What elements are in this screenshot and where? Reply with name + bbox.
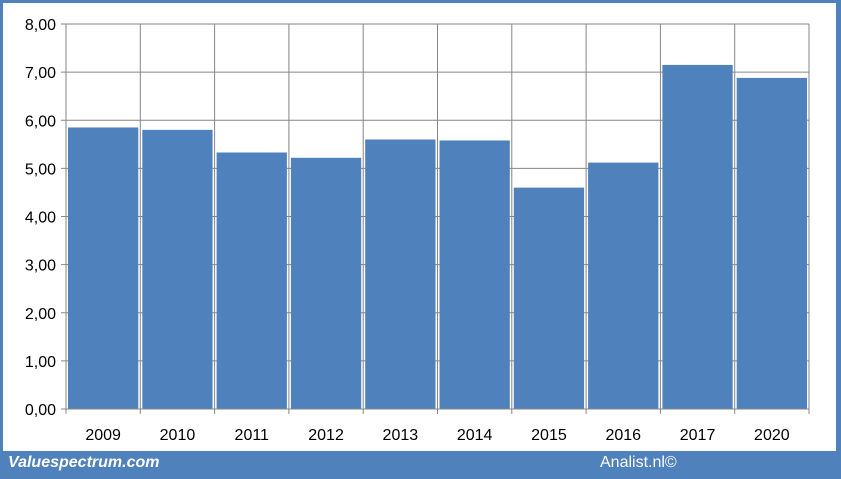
bar-2020 [736,77,807,410]
site-watermark: Valuespectrum.com [8,454,160,471]
x-tick-label: 2012 [308,427,344,444]
y-tick-label: 3,00 [25,258,56,275]
x-tick-label: 2017 [680,427,716,444]
bar-2013 [365,139,436,409]
bar-2017 [662,64,733,409]
bar-2012 [290,157,362,409]
y-tick-label: 4,00 [25,210,56,227]
x-tick-label: 2014 [457,427,493,444]
x-tick-label: 2015 [531,427,567,444]
x-tick-label: 2010 [160,427,196,444]
y-tick-label: 2,00 [25,306,56,323]
x-tick-label: 2016 [605,427,641,444]
bar-2014 [439,140,510,409]
x-tick-label: 2013 [383,427,419,444]
bar-2009 [68,127,139,409]
y-tick-label: 1,00 [25,354,56,371]
x-tick-label: 2009 [85,427,121,444]
y-tick-label: 8,00 [25,17,56,34]
x-tick-label: 2020 [754,427,790,444]
y-tick-label: 5,00 [25,161,56,178]
bar-chart: 0,00 1,00 2,00 3,00 4,00 5,00 6,00 7,00 8,00 2009… [25,17,810,444]
chart-frame: 0,00 1,00 2,00 3,00 4,00 5,00 6,00 7,00 8,00 2009… [3,3,836,451]
bar-2011 [216,152,287,409]
y-tick-label: 6,00 [25,113,56,130]
bar-2015 [513,187,585,409]
y-tick-label: 0,00 [25,402,56,419]
credit-label: Analist.nl© [600,454,677,471]
x-tick-label: 2011 [235,427,270,444]
bar-2016 [588,162,659,409]
y-tick-label: 7,00 [25,65,56,82]
bar-2010 [142,129,213,409]
